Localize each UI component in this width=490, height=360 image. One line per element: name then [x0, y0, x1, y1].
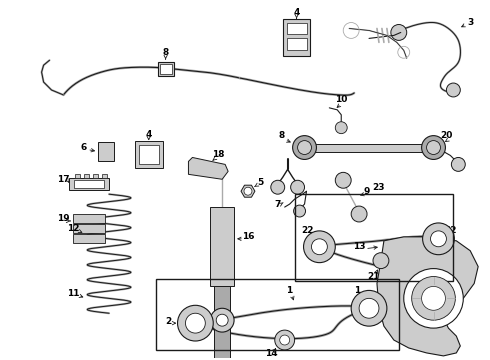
Text: 14: 14	[266, 350, 278, 359]
Text: 6: 6	[80, 143, 86, 152]
Polygon shape	[241, 185, 255, 197]
Text: 4: 4	[146, 130, 152, 139]
Circle shape	[210, 308, 234, 332]
Bar	[98, 141, 114, 161]
Text: 15: 15	[358, 302, 370, 311]
Circle shape	[431, 231, 446, 247]
Circle shape	[412, 276, 455, 320]
Circle shape	[291, 180, 304, 194]
Circle shape	[186, 313, 205, 333]
Text: 1: 1	[354, 286, 360, 295]
Circle shape	[451, 157, 466, 171]
Bar	[93, 174, 98, 178]
Bar	[287, 39, 307, 50]
Circle shape	[335, 172, 351, 188]
Text: 19: 19	[57, 215, 70, 224]
Circle shape	[216, 314, 228, 326]
Text: 10: 10	[335, 95, 347, 104]
Bar	[158, 62, 173, 76]
Bar	[135, 141, 163, 168]
Text: 16: 16	[242, 232, 254, 241]
Bar	[160, 64, 172, 74]
Text: 18: 18	[212, 150, 224, 159]
Text: 20: 20	[440, 131, 453, 140]
Circle shape	[446, 83, 460, 97]
Bar	[74, 224, 105, 233]
Circle shape	[271, 180, 285, 194]
Bar	[102, 174, 107, 178]
Bar	[294, 194, 453, 282]
Bar	[74, 180, 104, 188]
Circle shape	[177, 305, 213, 341]
Text: 1: 1	[287, 286, 293, 295]
Text: 2: 2	[166, 317, 171, 326]
Circle shape	[427, 141, 441, 154]
Bar	[304, 144, 434, 152]
Circle shape	[351, 291, 387, 326]
Bar	[139, 145, 159, 165]
Text: 9: 9	[364, 187, 370, 196]
Polygon shape	[377, 237, 478, 356]
Circle shape	[293, 136, 317, 159]
Text: 5: 5	[257, 178, 263, 187]
Circle shape	[280, 335, 290, 345]
Circle shape	[335, 122, 347, 134]
Circle shape	[404, 269, 463, 328]
Text: 11: 11	[67, 289, 79, 298]
Circle shape	[297, 141, 312, 154]
Circle shape	[303, 231, 335, 263]
Circle shape	[422, 223, 454, 255]
Circle shape	[312, 239, 327, 255]
Bar	[287, 23, 307, 35]
Circle shape	[421, 287, 445, 310]
Bar	[74, 234, 105, 243]
Text: 17: 17	[57, 175, 70, 184]
Text: 7: 7	[274, 199, 281, 208]
Bar	[156, 279, 399, 350]
Bar	[75, 174, 80, 178]
Circle shape	[373, 253, 389, 269]
Bar	[214, 287, 230, 360]
Circle shape	[244, 187, 252, 195]
Text: 22: 22	[301, 226, 314, 235]
Text: 22: 22	[444, 226, 457, 235]
Text: 21: 21	[368, 272, 380, 281]
Bar	[283, 19, 311, 56]
Text: 8: 8	[163, 48, 169, 57]
Text: 4: 4	[294, 8, 300, 17]
Circle shape	[359, 298, 379, 318]
Bar	[74, 214, 105, 223]
Circle shape	[351, 206, 367, 222]
Circle shape	[294, 205, 306, 217]
Bar	[70, 178, 109, 190]
Polygon shape	[189, 157, 228, 179]
Text: 13: 13	[353, 242, 366, 251]
Circle shape	[421, 136, 445, 159]
Bar	[210, 207, 234, 287]
Text: 23: 23	[373, 183, 385, 192]
Text: 3: 3	[467, 18, 473, 27]
Circle shape	[391, 24, 407, 40]
Text: 8: 8	[279, 131, 285, 140]
Circle shape	[275, 330, 294, 350]
Text: 12: 12	[67, 224, 79, 233]
Bar	[84, 174, 89, 178]
